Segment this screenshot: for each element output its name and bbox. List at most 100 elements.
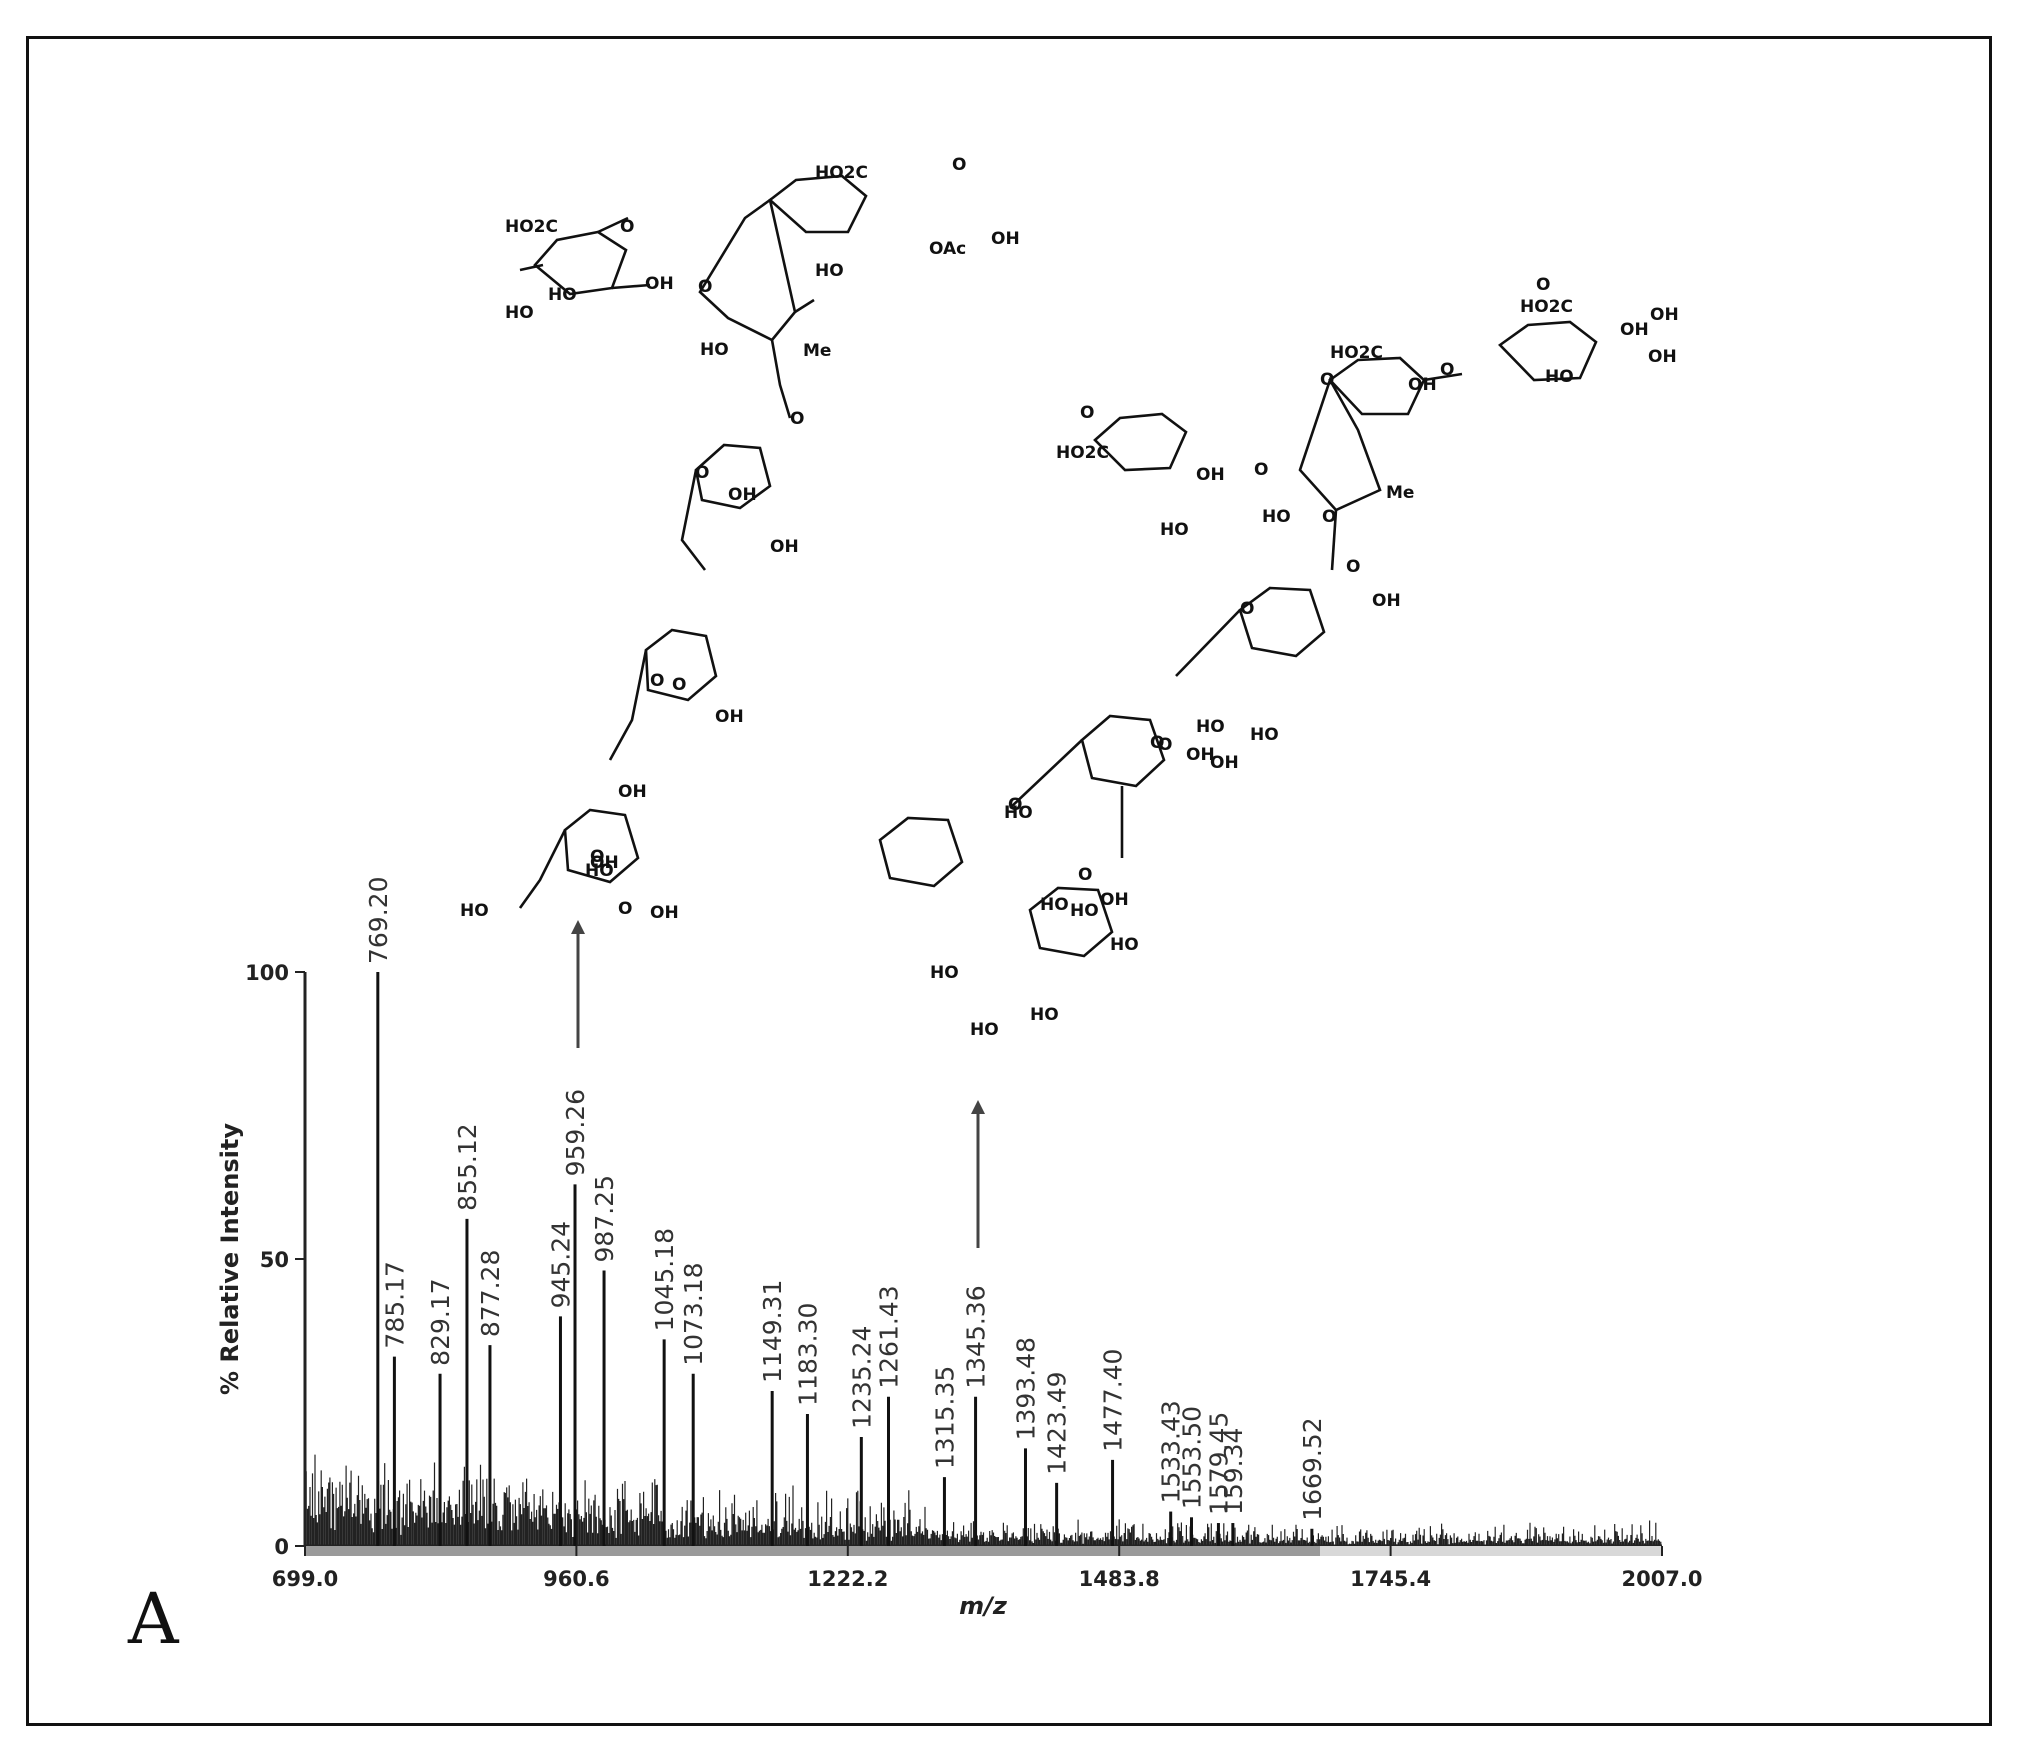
structure-label: OH [590,853,619,873]
peak-label: 785.17 [380,1261,409,1348]
structure-label: HO [1196,717,1225,737]
structure-label: HO [970,1020,999,1040]
structure-label: OH [1186,745,1215,765]
structure-label: HO2C [1056,443,1109,463]
structure-label: O [590,847,604,867]
structure-label: HO [548,285,577,305]
structure-label: O [618,899,632,919]
structure-label: OH [1210,753,1239,773]
structure-label: O [1080,403,1094,423]
structure-label: OH [1372,591,1401,611]
peak-label: 1261.43 [874,1285,903,1388]
structure-label: HO [505,303,534,323]
structure-label: O [1240,599,1254,619]
structure-label: O [695,463,709,483]
structure-label: HO [1545,367,1574,387]
glycan-structure-1 [518,174,868,909]
peak-label: 855.12 [453,1123,482,1210]
peak-label: 945.24 [546,1221,575,1308]
structure-label: Me [803,341,831,361]
structure-label: O [650,671,664,691]
structure-label: O [1320,370,1334,390]
spectrum-noise [304,1454,1662,1546]
y-axis-title: % Relative Intensity [216,1123,244,1395]
peak-label: 1073.18 [679,1262,708,1365]
structure-label: O [1346,557,1360,577]
y-tick-label: 100 [245,961,289,985]
structure-label: OH [645,274,674,294]
peak-label: 1579.45 [1204,1412,1233,1515]
structure-label: Me [1386,483,1414,503]
glycan-structure-2 [878,320,1598,958]
structure-label: HO [1110,935,1139,955]
structure-label: OH [728,485,757,505]
axes [303,972,1662,1556]
labeled-peaks [376,972,1314,1546]
structure-label: HO [585,861,614,881]
structure-label: OH [1100,890,1129,910]
structure-label: HO2C [505,217,558,237]
y-tick-label: 0 [274,1535,289,1559]
peak-label: 1045.18 [650,1228,679,1331]
annotation-arrows [571,920,985,1248]
structure-label: O [620,217,634,237]
structure-label: O [1440,360,1454,380]
structure-label: OH [770,537,799,557]
structure-label: OH [650,903,679,923]
structure-label: HO [1004,803,1033,823]
structure-label: HO2C [815,163,868,183]
structure-label: HO [1030,1005,1059,1025]
structure-label: OH [1650,305,1679,325]
structure-label: HO [930,963,959,983]
peak-label: 1183.30 [793,1303,822,1406]
structure-label: O [1150,733,1164,753]
peak-label: 829.17 [426,1278,455,1365]
peak-label: 1553.50 [1178,1406,1207,1509]
y-tick-label: 50 [260,1248,289,1272]
peak-label: 1423.49 [1043,1371,1072,1474]
peak-label: 1393.48 [1011,1337,1040,1440]
peak-label: 877.28 [476,1250,505,1337]
peak-label: 959.26 [561,1089,590,1176]
peak-label: 1345.36 [962,1285,991,1388]
peak-label: 1235.24 [847,1326,876,1429]
structure-label: OH [1196,465,1225,485]
peak-label: 1149.31 [758,1280,787,1383]
structure-label: O [1158,735,1172,755]
structure-label: OH [1408,375,1437,395]
structure-label: O [672,675,686,695]
structure-label: HO2C [1330,343,1383,363]
structure-label: O [1078,865,1092,885]
structure-label: O [1322,507,1336,527]
x-tick-label: 960.6 [543,1567,609,1591]
x-axis-bar-dark [305,1546,1320,1556]
peak-labels: 769.20 785.17 829.17 855.12 877.28 945.24 959.… [364,877,1327,1521]
x-tick-label: 699.0 [272,1567,338,1591]
structure-label: OH [618,782,647,802]
structure-label: OH [991,229,1020,249]
structure-label: HO [1262,507,1291,527]
arrow-to-structure-1 [571,920,585,1048]
x-tick-label: 1483.8 [1079,1567,1160,1591]
x-ticks: 699.0 960.6 1222.2 1483.8 1745.4 2007.0 [272,1546,1703,1591]
x-axis-title: m/z [959,1592,1008,1620]
x-tick-label: 1222.2 [807,1567,888,1591]
x-tick-label: 2007.0 [1621,1567,1702,1591]
structure-label: O [1254,460,1268,480]
structure-label: HO [1160,520,1189,540]
structure-label: OH [1648,347,1677,367]
structure-label: O [1008,795,1022,815]
peak-label: 159.34 [1219,1428,1248,1515]
structure-label: HO2C [1520,297,1573,317]
structure-label: HO [1070,901,1099,921]
structure-label: O [790,409,804,429]
structure-label: O [952,155,966,175]
peak-label: 1315.35 [930,1366,959,1469]
panel-label: A [128,1578,179,1660]
structure-label: HO [815,261,844,281]
structure-label: HO [700,340,729,360]
y-ticks: 0 50 100 [245,961,305,1559]
structure-label: HO [1040,895,1069,915]
